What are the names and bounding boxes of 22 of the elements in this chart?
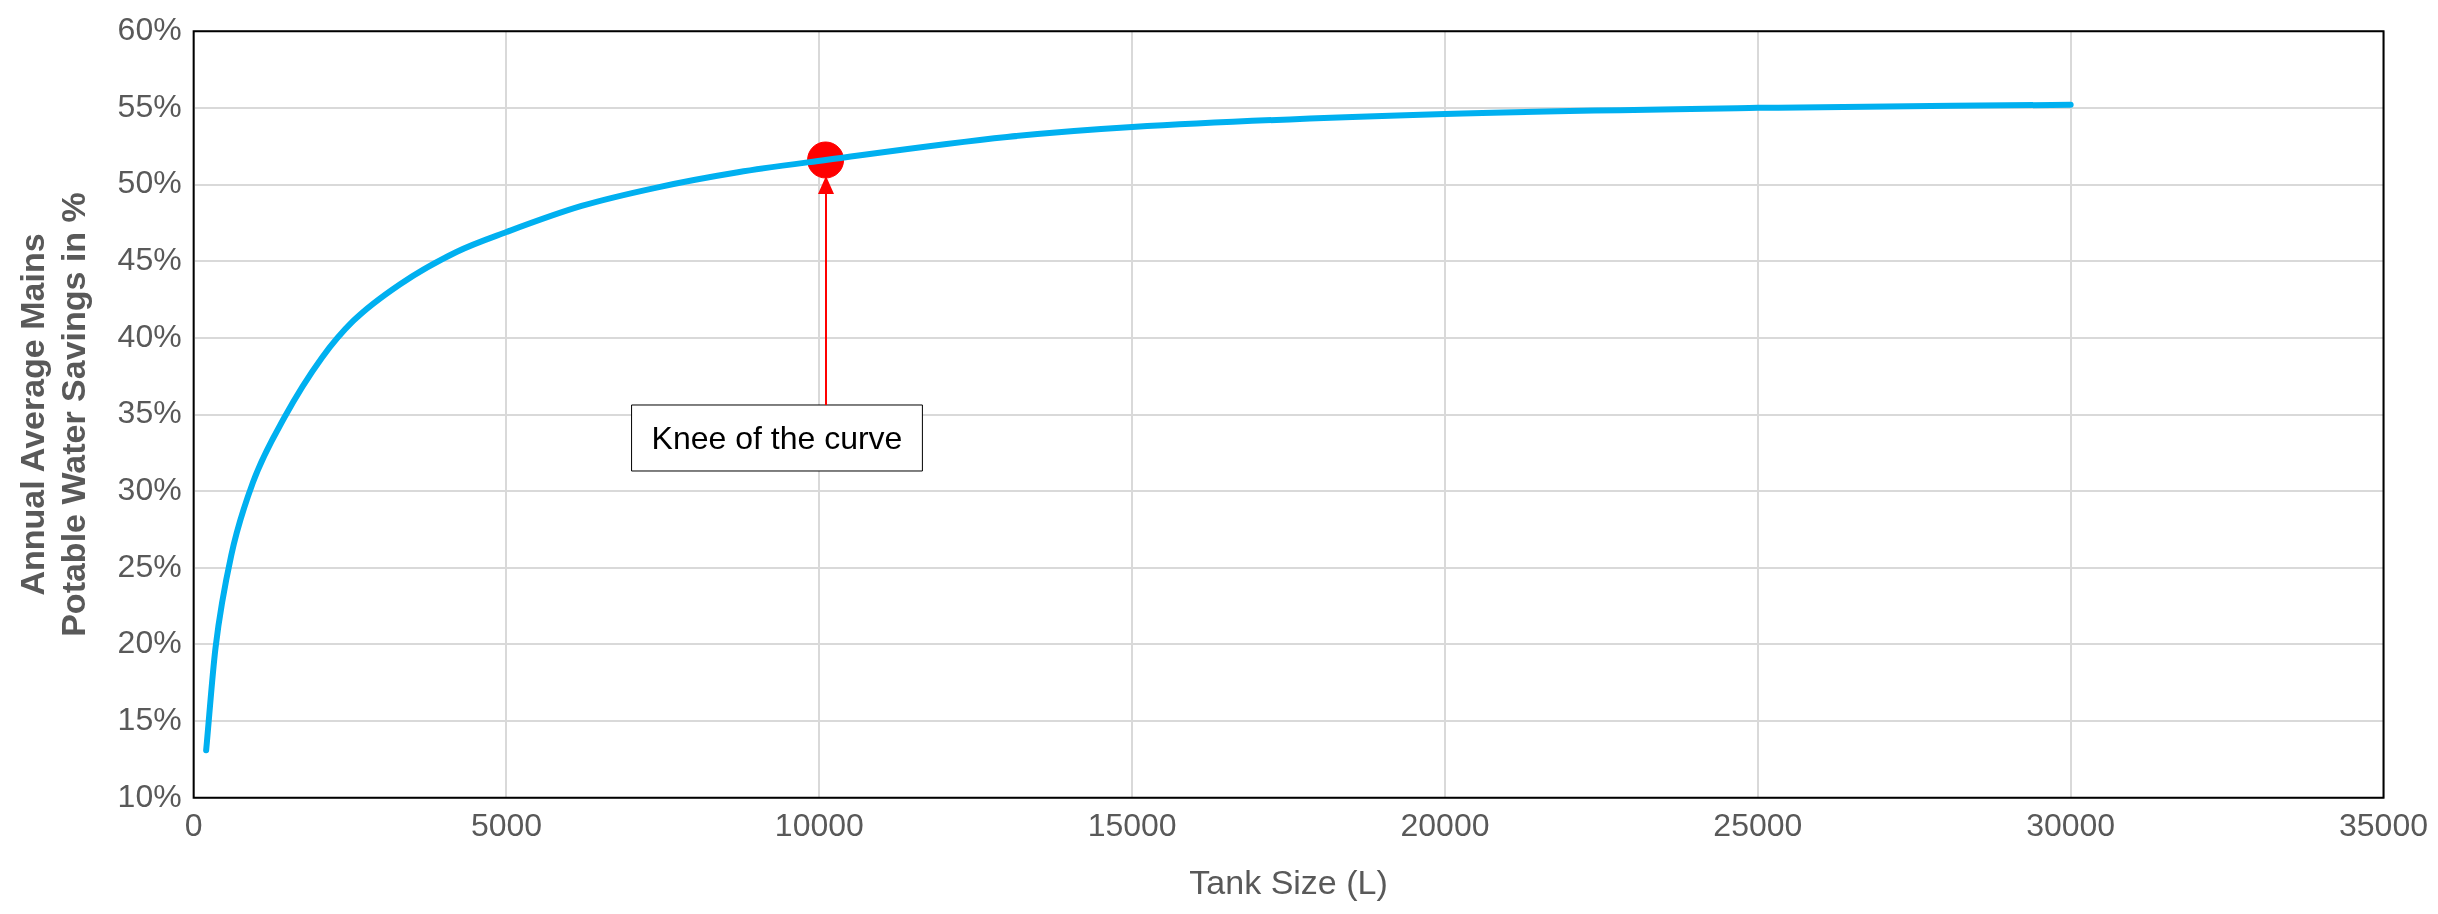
x-axis-title: Tank Size (L) bbox=[1189, 862, 1388, 901]
x-tick-label: 20000 bbox=[1400, 806, 1490, 843]
x-tick-label: 10000 bbox=[774, 806, 864, 843]
x-tick-label: 30000 bbox=[2026, 806, 2116, 843]
y-axis-title: Annual Average Mains Potable Water Savings in % bbox=[12, 192, 92, 637]
y-tick-label: 30% bbox=[117, 470, 182, 507]
x-tick-label: 25000 bbox=[1713, 806, 1803, 843]
y-tick-label: 25% bbox=[117, 547, 182, 584]
y-tick-label: 60% bbox=[117, 11, 182, 48]
annotation: Knee of the curve bbox=[651, 419, 903, 456]
y-tick-label: 55% bbox=[117, 87, 182, 124]
y-tick-label: 10% bbox=[117, 777, 182, 814]
x-tick-label: 5000 bbox=[470, 806, 543, 843]
x-tick-label: 15000 bbox=[1087, 806, 1177, 843]
y-tick-label: 35% bbox=[117, 394, 182, 431]
y-tick-label: 20% bbox=[117, 624, 182, 661]
y-tick-label: 40% bbox=[117, 317, 182, 354]
y-tick-label: 15% bbox=[117, 700, 182, 737]
x-tick-label: 0 bbox=[184, 806, 203, 843]
y-tick-label: 50% bbox=[117, 164, 182, 201]
x-tick-label: 35000 bbox=[2339, 806, 2428, 843]
y-tick-label: 45% bbox=[117, 241, 182, 278]
